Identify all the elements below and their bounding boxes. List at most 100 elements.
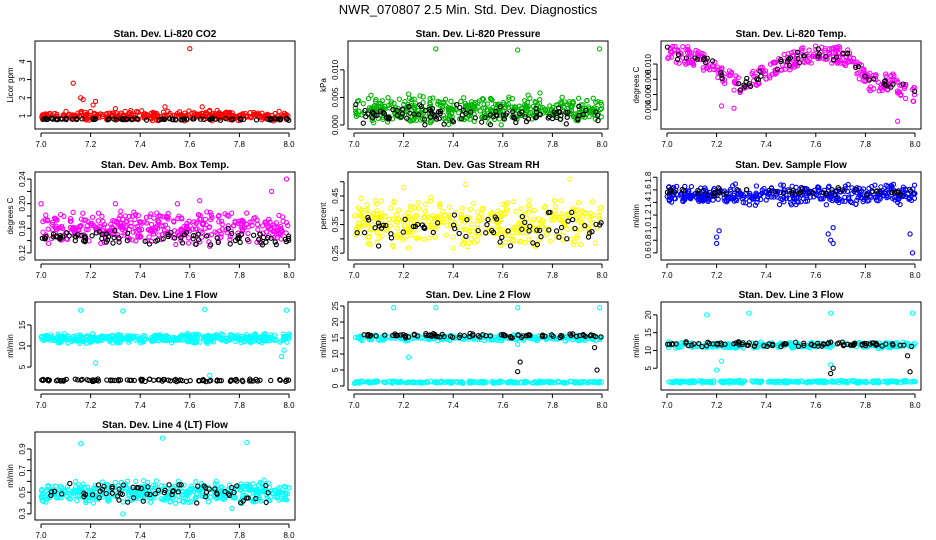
data-point xyxy=(130,229,136,235)
y-tick-label: 0.6 xyxy=(644,247,653,259)
x-tick-label: 7.4 xyxy=(448,271,460,280)
data-point xyxy=(890,81,896,87)
data-point xyxy=(719,75,725,82)
x-tick-label: 7.2 xyxy=(85,140,97,149)
data-point xyxy=(830,57,837,63)
data-point xyxy=(810,53,816,59)
panel-title: Stan. Dev. Li-820 Temp. xyxy=(736,29,847,40)
data-point xyxy=(510,108,516,115)
y-tick-label: 2 xyxy=(18,95,27,100)
data-point xyxy=(285,223,291,229)
data-point xyxy=(458,98,464,105)
data-point xyxy=(553,233,559,239)
data-point xyxy=(207,116,214,122)
data-point xyxy=(767,61,774,67)
data-point xyxy=(195,237,202,243)
data-point xyxy=(467,116,473,122)
data-point xyxy=(179,240,186,246)
data-point xyxy=(129,116,135,123)
data-point xyxy=(763,76,769,82)
panel-title: Stan. Dev. Line 3 Flow xyxy=(739,290,844,301)
data-point xyxy=(355,205,362,211)
data-point xyxy=(165,108,171,115)
x-tick-label: 8.0 xyxy=(596,271,608,280)
data-point xyxy=(894,118,901,124)
x-tick-label: 7.6 xyxy=(497,401,509,410)
data-point xyxy=(746,81,752,87)
data-point xyxy=(192,232,199,238)
y-tick-label: 1 xyxy=(18,113,27,118)
data-point xyxy=(875,79,881,85)
data-point xyxy=(911,92,918,98)
data-point xyxy=(405,210,411,216)
data-point xyxy=(201,116,207,123)
y-axis-label: ml/min xyxy=(632,204,641,228)
y-tick-label: 0.008 xyxy=(644,69,653,90)
data-point xyxy=(565,109,571,115)
data-point xyxy=(165,210,171,217)
x-tick-label: 7.0 xyxy=(661,271,673,280)
data-point xyxy=(195,211,202,218)
data-point xyxy=(240,116,247,122)
data-point xyxy=(283,176,290,182)
data-point xyxy=(217,117,224,123)
data-point xyxy=(356,97,362,104)
data-point xyxy=(380,109,386,116)
data-point xyxy=(264,116,270,122)
data-point xyxy=(373,109,379,116)
data-point xyxy=(356,108,362,114)
data-point xyxy=(205,499,212,505)
x-tick-label: 7.8 xyxy=(860,140,872,149)
plot-frame xyxy=(34,171,296,261)
data-point xyxy=(411,96,417,102)
data-point xyxy=(172,116,179,123)
x-tick-label: 7.8 xyxy=(860,401,872,410)
data-point xyxy=(399,111,406,117)
data-point xyxy=(193,241,199,247)
data-point xyxy=(421,116,428,122)
data-point xyxy=(123,223,130,229)
y-tick-label: 0.010 xyxy=(331,59,340,80)
data-point xyxy=(119,226,126,233)
data-point xyxy=(351,213,358,219)
data-point xyxy=(558,197,564,204)
data-point xyxy=(265,234,271,241)
data-point xyxy=(149,117,156,124)
data-point xyxy=(117,213,123,219)
x-tick-label: 7.6 xyxy=(810,401,822,410)
data-point xyxy=(257,231,263,237)
data-point xyxy=(225,223,231,229)
data-point xyxy=(427,120,433,126)
data-point xyxy=(576,103,582,110)
y-tick-label: 0.25 xyxy=(331,245,340,261)
data-point xyxy=(451,102,457,109)
data-point xyxy=(675,52,682,58)
data-point xyxy=(388,235,395,241)
data-point xyxy=(757,68,763,75)
data-point xyxy=(133,228,139,234)
data-point xyxy=(202,216,208,223)
data-point xyxy=(118,208,124,214)
data-point xyxy=(716,228,722,234)
data-point xyxy=(185,240,192,246)
data-point xyxy=(53,216,59,222)
data-point xyxy=(778,56,784,63)
y-tick-label: 0.7 xyxy=(18,464,27,476)
data-point xyxy=(268,235,274,241)
data-point xyxy=(828,370,834,377)
data-point xyxy=(158,223,165,229)
x-tick-label: 8.0 xyxy=(596,401,608,410)
data-point xyxy=(883,82,889,89)
panel-4: Stan. Dev. Amb. Box Temp.7.0 7.2 7.4 7.6 7.8… xyxy=(6,160,296,280)
data-point xyxy=(461,95,467,101)
y-tick-label: 1.6 xyxy=(644,184,653,196)
data-point xyxy=(407,110,413,116)
data-point xyxy=(486,227,492,234)
data-point xyxy=(377,108,384,114)
data-point xyxy=(741,84,747,91)
data-point xyxy=(539,217,545,223)
data-point xyxy=(129,237,136,243)
plot-frame xyxy=(347,301,609,391)
x-tick-label: 8.0 xyxy=(909,140,921,149)
data-point xyxy=(576,112,582,119)
